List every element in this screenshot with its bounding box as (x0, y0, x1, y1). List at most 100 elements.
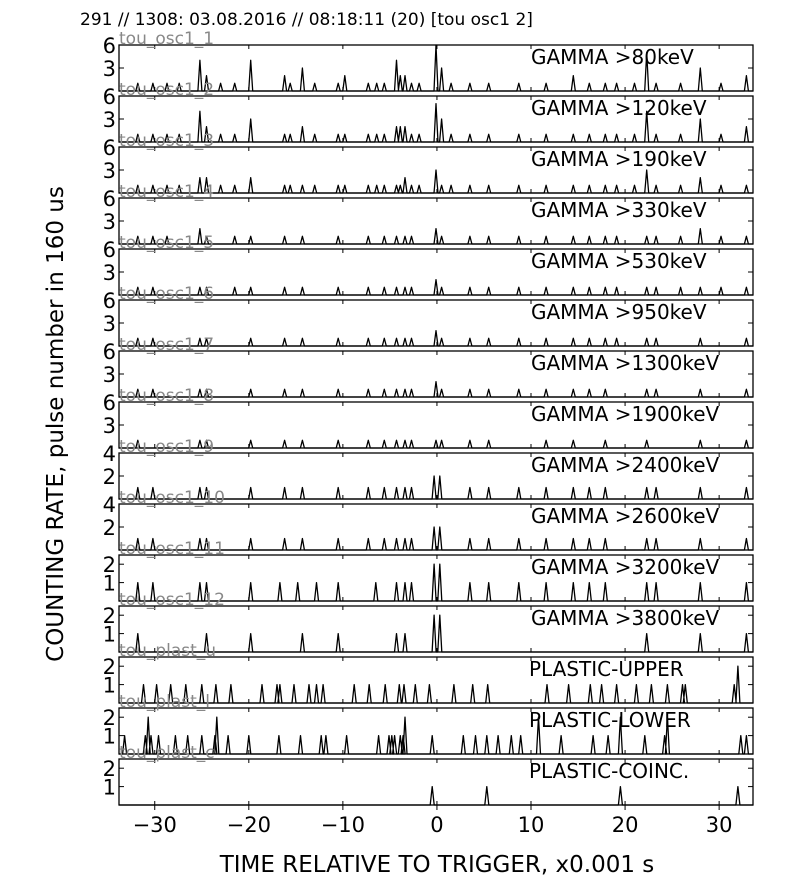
y-tick-label: 6 (103, 289, 116, 313)
x-tick-label: −10 (321, 813, 365, 837)
panel-label: GAMMA >3800keV (531, 606, 720, 630)
x-tick-label: 10 (518, 813, 545, 837)
panel-10: 24 tou_osc1_10 GAMMA >2600keV (103, 488, 754, 551)
series-line (119, 563, 753, 602)
y-tick-label: 1 (103, 725, 116, 749)
series-line (119, 716, 753, 755)
series-line (119, 228, 753, 245)
panel-5: 36 tou_osc1_5 GAMMA >530keV (103, 233, 754, 296)
panel-label: GAMMA >2600keV (531, 504, 720, 528)
panel-label: PLASTIC-LOWER (529, 708, 691, 732)
y-tick-label: 6 (103, 136, 116, 160)
y-tick-label: 3 (103, 108, 116, 132)
series-line (119, 526, 753, 551)
x-axis-label: TIME RELATIVE TO TRIGGER, x0.001 s (219, 852, 655, 878)
y-tick-label: 2 (103, 706, 116, 730)
channel-label: tou_osc1_6 (119, 284, 214, 304)
y-tick-label: 4 (103, 442, 116, 466)
channel-label: tou_osc1_9 (119, 437, 214, 457)
panel-label: GAMMA >3200keV (531, 555, 720, 579)
series-line (119, 785, 753, 806)
panel-3: 36 tou_osc1_3 GAMMA >190keV (103, 131, 754, 194)
y-tick-label: 6 (103, 187, 116, 211)
channel-label: tou_plast_u (119, 641, 216, 661)
y-tick-label: 6 (103, 340, 116, 364)
y-tick-label: 2 (103, 516, 116, 540)
x-tick-label: −20 (227, 813, 271, 837)
panel-label: PLASTIC-COINC. (529, 759, 689, 783)
series-line (119, 665, 753, 704)
panel-label: GAMMA >120keV (531, 96, 707, 120)
y-tick-label: 4 (103, 493, 116, 517)
x-tick-label: 30 (706, 813, 733, 837)
y-tick-label: 3 (103, 261, 116, 285)
series-line (119, 330, 753, 347)
panel-9: 24 tou_osc1_9 GAMMA >2400keV (103, 437, 754, 500)
y-tick-label: 6 (103, 34, 116, 58)
y-tick-label: 2 (103, 655, 116, 679)
y-axis-label: COUNTING RATE, pulse number in 160 us (43, 186, 69, 662)
y-tick-label: 1 (103, 623, 116, 647)
chart-header: 291 // 1308: 03.08.2016 // 08:18:11 (20)… (80, 10, 533, 30)
channel-label: tou_osc1_8 (119, 386, 214, 406)
panel-label: GAMMA >80keV (531, 45, 694, 69)
y-tick-label: 1 (103, 776, 116, 800)
panel-label: GAMMA >1300keV (531, 351, 720, 375)
y-tick-label: 6 (103, 85, 116, 109)
panel-label: GAMMA >2400keV (531, 453, 720, 477)
y-tick-label: 1 (103, 572, 116, 596)
panel-8: 36 tou_osc1_8 GAMMA >1900keV (103, 386, 754, 449)
channel-label: tou_osc1_3 (119, 131, 214, 151)
y-tick-label: 3 (103, 210, 116, 234)
x-tick-label: 20 (612, 813, 639, 837)
panel-2: 36 tou_osc1_2 GAMMA >120keV (103, 80, 754, 143)
channel-label: tou_osc1_11 (119, 539, 225, 559)
channel-label: tou_osc1_7 (119, 335, 214, 355)
x-tick-label: 0 (430, 813, 443, 837)
series-line (119, 475, 753, 500)
y-tick-label: 3 (103, 312, 116, 336)
channel-label: tou_osc1_5 (119, 233, 214, 253)
y-tick-label: 2 (103, 465, 116, 489)
channel-label: tou_plast_l (119, 692, 210, 712)
panel-7: 36 tou_osc1_7 GAMMA >1300keV (103, 335, 754, 398)
channel-label: tou_osc1_4 (119, 182, 214, 202)
channel-label: tou_plast_c (119, 743, 215, 763)
series-line (119, 279, 753, 296)
panel-1: 36 tou_osc1_1 GAMMA >80keV (103, 29, 754, 92)
panel-label: GAMMA >190keV (531, 147, 707, 171)
series-line (119, 381, 753, 398)
panel-label: GAMMA >1900keV (531, 402, 720, 426)
panel-6: 36 tou_osc1_6 GAMMA >950keV (103, 284, 754, 347)
y-tick-label: 6 (103, 238, 116, 262)
channel-label: tou_osc1_10 (119, 488, 225, 508)
y-tick-label: 2 (103, 553, 116, 577)
panel-label: PLASTIC-UPPER (529, 657, 684, 681)
series-line (119, 103, 753, 143)
y-tick-label: 6 (103, 391, 116, 415)
channel-label: tou_osc1_2 (119, 80, 214, 100)
channel-label: tou_osc1_12 (119, 590, 225, 610)
series-line (119, 44, 753, 92)
y-tick-label: 2 (103, 757, 116, 781)
y-tick-label: 3 (103, 57, 116, 81)
panel-4: 36 tou_osc1_4 GAMMA >330keV (103, 182, 754, 245)
series-line (119, 614, 753, 653)
y-tick-label: 2 (103, 604, 116, 628)
y-tick-label: 3 (103, 363, 116, 387)
x-tick-label: −30 (133, 813, 177, 837)
channel-label: tou_osc1_1 (119, 29, 214, 49)
panel-label: GAMMA >330keV (531, 198, 707, 222)
y-tick-label: 3 (103, 159, 116, 183)
series-line (119, 169, 753, 194)
series-line (119, 439, 753, 449)
y-tick-label: 3 (103, 414, 116, 438)
panel-label: GAMMA >530keV (531, 249, 707, 273)
